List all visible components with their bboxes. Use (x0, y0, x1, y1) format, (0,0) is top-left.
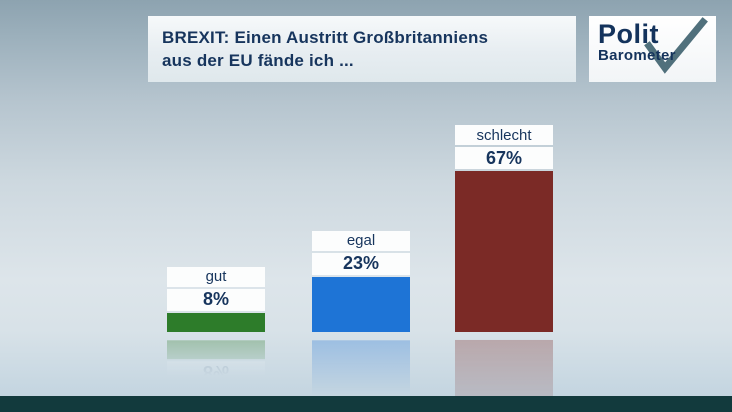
logo-text-barometer: Barometer (598, 47, 676, 64)
logo-text-polit: Polit (598, 19, 659, 49)
bottom-strip (0, 396, 732, 412)
bar-value-label: 67% (455, 147, 553, 170)
checkmark-icon (644, 17, 708, 74)
chart-title-box: BREXIT: Einen Austritt Großbritanniens a… (148, 16, 576, 82)
bar-value-label: 23% (312, 252, 410, 275)
bar-value-label: 8% (167, 288, 265, 311)
bar-category-label: schlecht (455, 125, 553, 146)
bar-value-label: 8% (167, 361, 265, 384)
politbarometer-logo: Polit Barometer (589, 16, 716, 82)
chart-title-line2: aus der EU fände ich ... (162, 51, 354, 70)
bar-egal (312, 340, 410, 396)
bar-category-label: gut (167, 266, 265, 287)
chart-title-line1: BREXIT: Einen Austritt Großbritanniens (162, 28, 489, 47)
bar-gut (167, 312, 265, 332)
bar-schlecht (455, 171, 553, 332)
bar-gut (167, 340, 265, 360)
bar-egal (312, 276, 410, 332)
bar-category-label: egal (312, 230, 410, 251)
